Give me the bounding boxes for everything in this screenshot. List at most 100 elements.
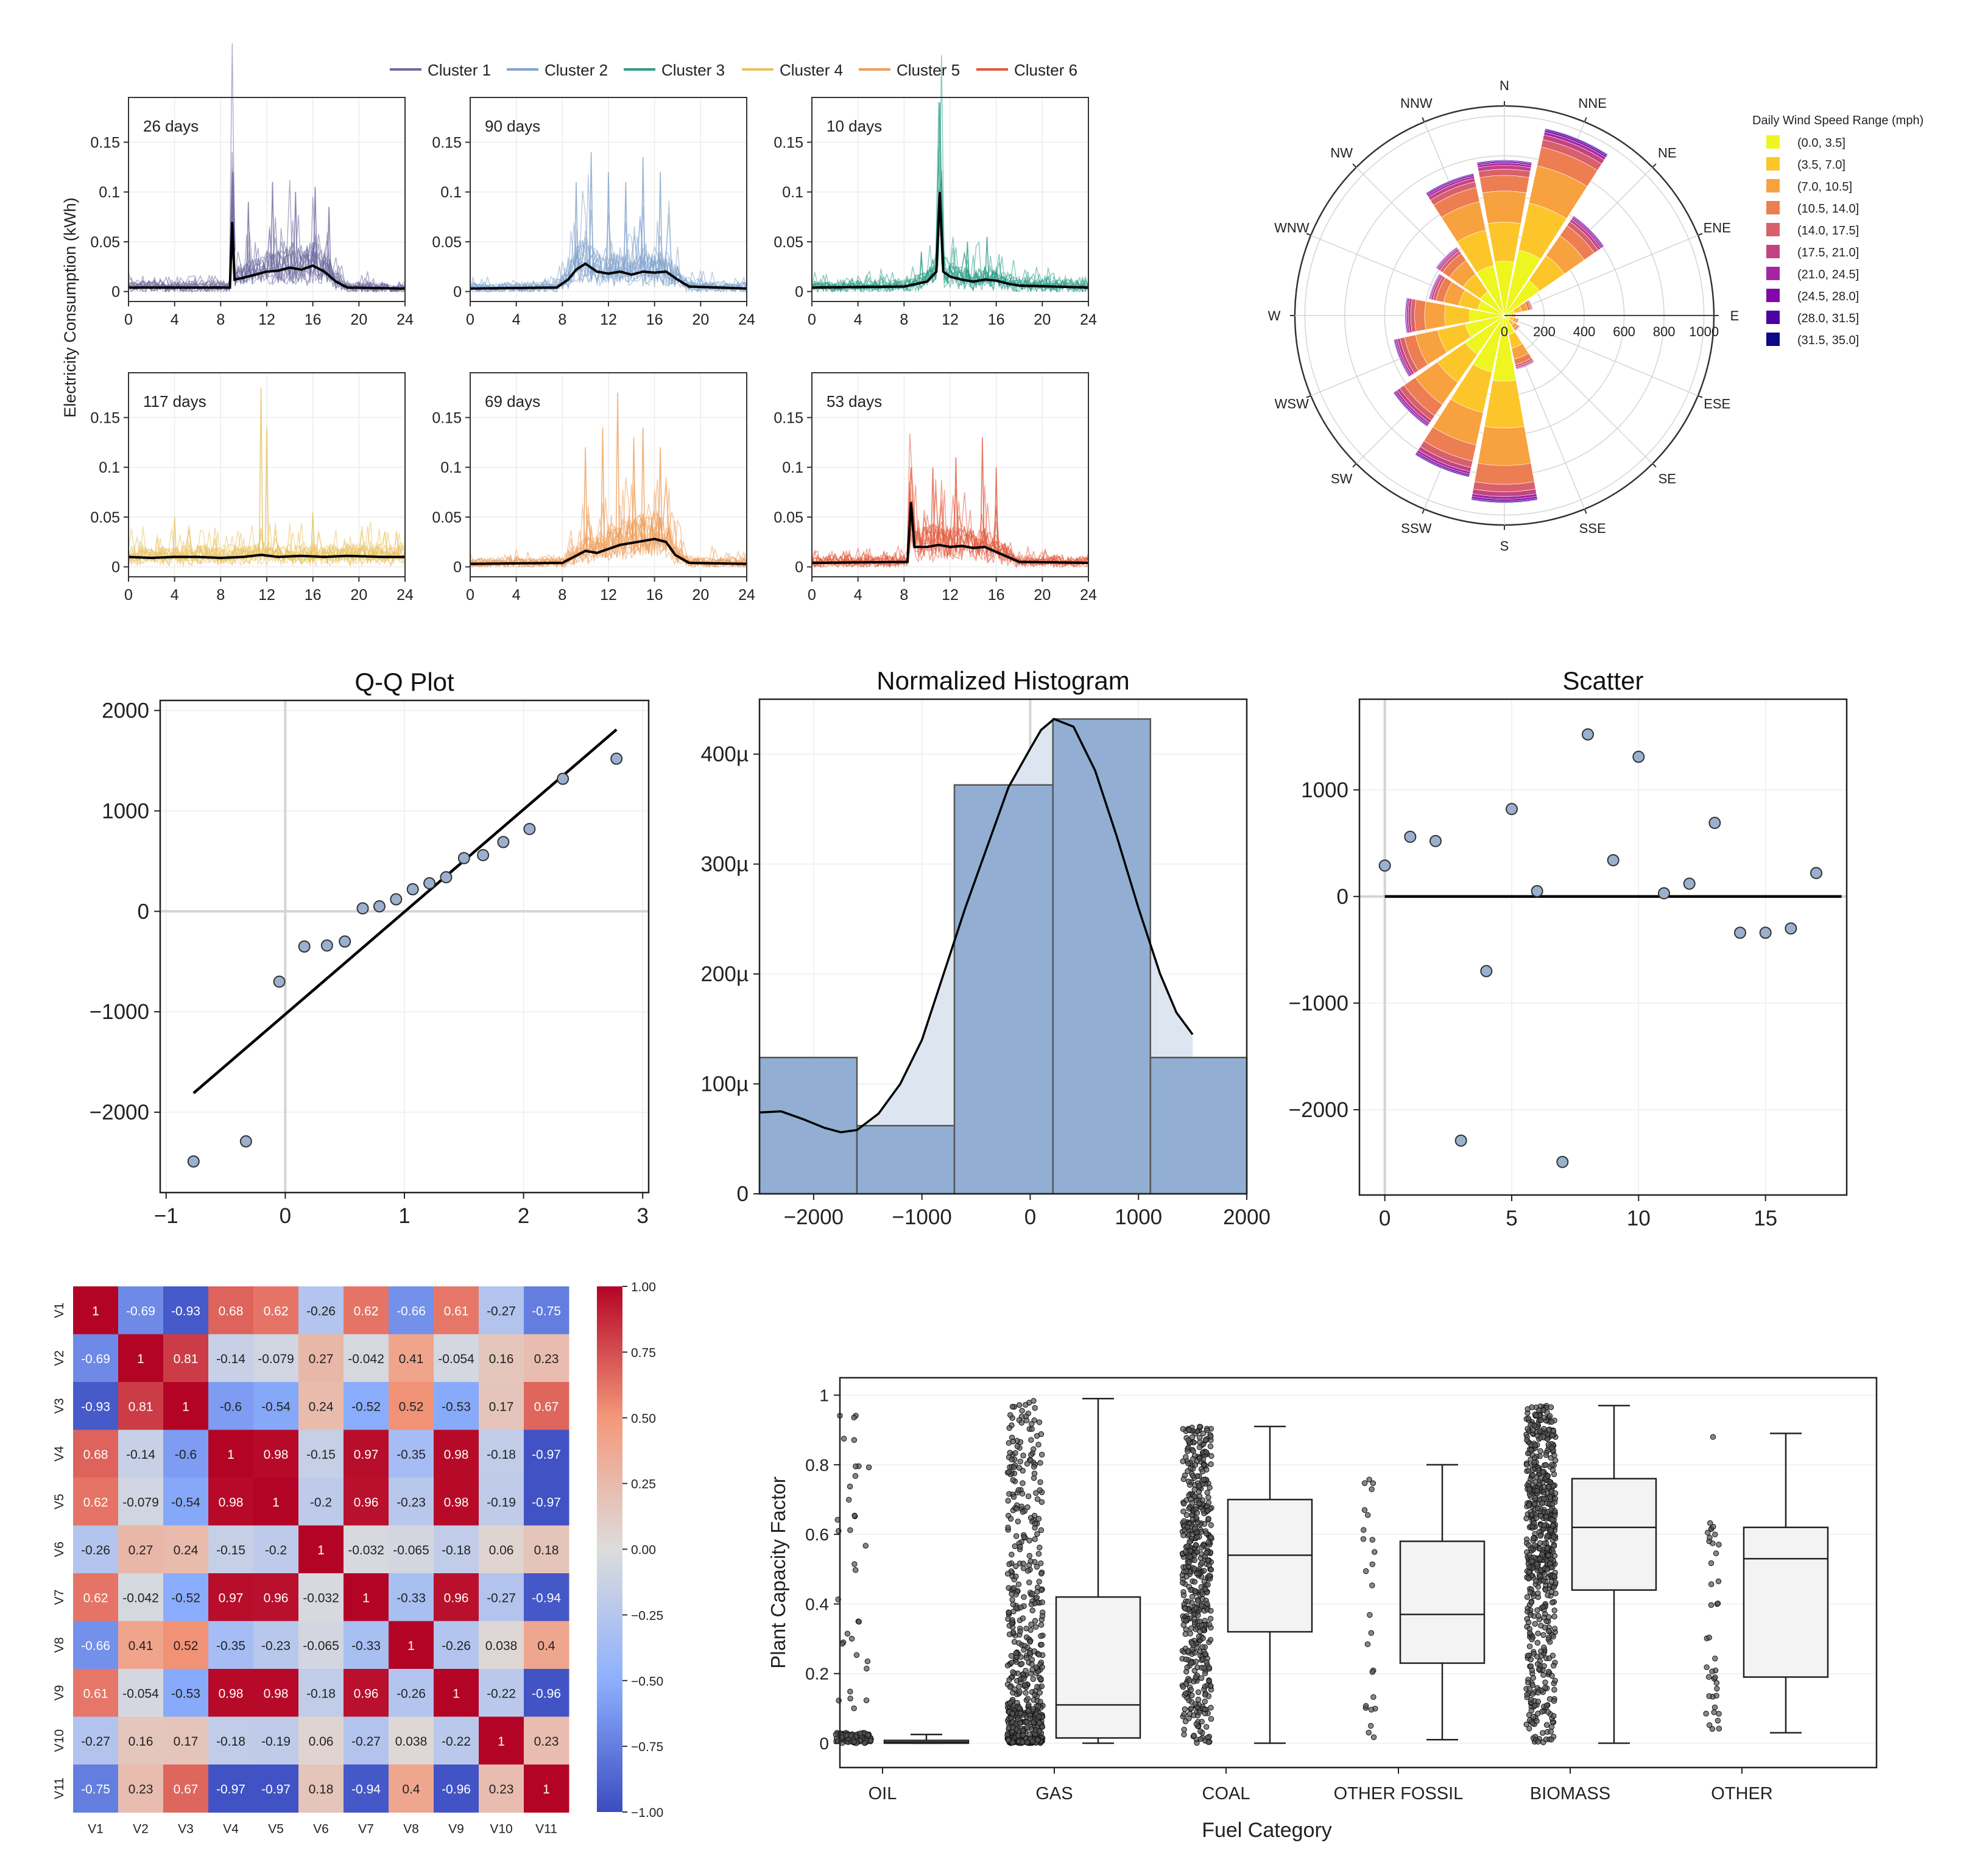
jitter-point: [1524, 1691, 1530, 1698]
jitter-point: [1019, 1408, 1025, 1414]
y-tick-label: 0.1: [782, 184, 803, 201]
x-tick-label: 8: [900, 587, 908, 604]
heatmap-cell-value: -0.27: [487, 1591, 516, 1605]
jitter-point: [1526, 1575, 1532, 1582]
angular-tick: [1584, 117, 1587, 122]
jitter-point: [1021, 1676, 1027, 1682]
x-tick-label: 4: [854, 311, 862, 328]
jitter-point: [1009, 1740, 1016, 1746]
jitter-point: [1526, 1569, 1532, 1575]
heatmap-cell-value: -0.35: [397, 1448, 426, 1462]
panel-label: 117 days: [143, 392, 206, 411]
heatmap-cell-value: -0.53: [171, 1687, 200, 1701]
jitter-point: [1534, 1661, 1541, 1667]
jitter-point: [1026, 1537, 1032, 1543]
x-tick-label: 16: [305, 587, 322, 604]
wind-bar-segment: [1482, 191, 1527, 224]
jitter-point: [1710, 1434, 1716, 1440]
jitter-point: [1530, 1427, 1536, 1434]
x-tick-label: 16: [646, 311, 663, 328]
jitter-point: [1208, 1705, 1214, 1711]
y-tick-label: 0: [453, 559, 462, 576]
jitter-point: [1190, 1448, 1196, 1454]
jitter-point: [1711, 1709, 1717, 1716]
jitter-point: [1544, 1566, 1551, 1573]
jitter-point: [1013, 1563, 1019, 1570]
jitter-point: [1528, 1696, 1534, 1703]
jitter-point: [1205, 1500, 1212, 1506]
x-tick-label: 0: [124, 311, 133, 328]
heatmap-cell: [73, 1669, 119, 1717]
jitter-point: [1197, 1736, 1204, 1742]
y-tick-label: V10: [52, 1729, 66, 1752]
angular-tick: [1422, 117, 1425, 122]
heatmap-cell-value: 0.16: [129, 1735, 153, 1749]
x-tick-label: 16: [988, 587, 1005, 604]
jitter-point: [1551, 1452, 1557, 1459]
direction-label: S: [1500, 538, 1509, 554]
direction-label: E: [1730, 308, 1739, 323]
scatter-point: [1734, 926, 1746, 939]
scatter-point: [1607, 854, 1620, 867]
heatmap-cell-value: -0.35: [216, 1639, 245, 1653]
legend-label: (28.0, 31.5]: [1797, 312, 1859, 325]
jitter-point: [851, 1738, 858, 1745]
jitter-point: [1533, 1412, 1539, 1419]
legend-label: (31.5, 35.0]: [1797, 334, 1859, 347]
x-tick-label: −1: [154, 1204, 178, 1228]
jitter-point: [1199, 1591, 1205, 1597]
jitter-point: [1013, 1533, 1020, 1539]
jitter-point: [851, 1414, 857, 1420]
jitter-point: [1188, 1705, 1194, 1712]
jitter-point: [1527, 1589, 1534, 1595]
jitter-point: [1010, 1477, 1016, 1483]
heatmap-cell-value: 0.06: [489, 1543, 514, 1557]
jitter-point: [1712, 1655, 1718, 1662]
jitter-point: [1027, 1638, 1033, 1645]
heatmap-cell-value: 0.16: [489, 1352, 514, 1366]
y-tick-label: 0.1: [99, 459, 120, 476]
heatmap-cell-value: -0.94: [351, 1782, 381, 1796]
y-tick-label: 0.4: [805, 1595, 829, 1613]
heatmap-cell-value: -0.33: [351, 1639, 381, 1653]
x-tick-label: 20: [692, 311, 709, 328]
jitter-point: [1206, 1621, 1213, 1627]
jitter-point: [1537, 1540, 1543, 1546]
jitter-point: [1185, 1460, 1191, 1467]
jitter-point: [1710, 1540, 1716, 1546]
jitter-point: [1705, 1674, 1712, 1680]
jitter-point: [1540, 1578, 1546, 1584]
jitter-point: [1537, 1448, 1543, 1454]
jitter-point: [1532, 1702, 1538, 1709]
x-tick-label: V5: [268, 1822, 284, 1836]
heatmap-cell-value: 0.98: [219, 1495, 244, 1509]
jitter-point: [1534, 1718, 1540, 1724]
jitter-point: [1183, 1690, 1189, 1696]
jitter-point: [1716, 1710, 1722, 1717]
colorbar-tick-label: 0.50: [631, 1412, 656, 1426]
qq-point: [457, 851, 470, 864]
heatmap-cell-value: -0.14: [126, 1448, 155, 1462]
jitter-point: [1194, 1549, 1200, 1555]
jitter-point: [1188, 1660, 1194, 1666]
y-tick-label: V9: [52, 1685, 66, 1701]
qq-point: [423, 877, 436, 890]
jitter-point: [1208, 1534, 1214, 1540]
jitter-point: [1206, 1562, 1212, 1568]
heatmap-cell: [524, 1286, 569, 1334]
peak-spike: [965, 241, 970, 281]
jitter-point: [1526, 1726, 1532, 1732]
x-tick-label: OTHER FOSSIL: [1334, 1784, 1464, 1803]
chart-title: Scatter: [1562, 666, 1643, 695]
jitter-point: [1537, 1428, 1543, 1434]
qq-point: [406, 883, 419, 896]
jitter-point: [1202, 1437, 1209, 1443]
heatmap-cell: [524, 1669, 569, 1717]
colorbar: [597, 1286, 622, 1812]
x-tick-label: 8: [900, 311, 908, 328]
jitter-point: [1191, 1616, 1197, 1623]
jitter-point: [1545, 1442, 1551, 1448]
scatter-point: [1683, 877, 1696, 890]
jitter-point: [1021, 1647, 1027, 1653]
jitter-point: [1529, 1511, 1535, 1518]
